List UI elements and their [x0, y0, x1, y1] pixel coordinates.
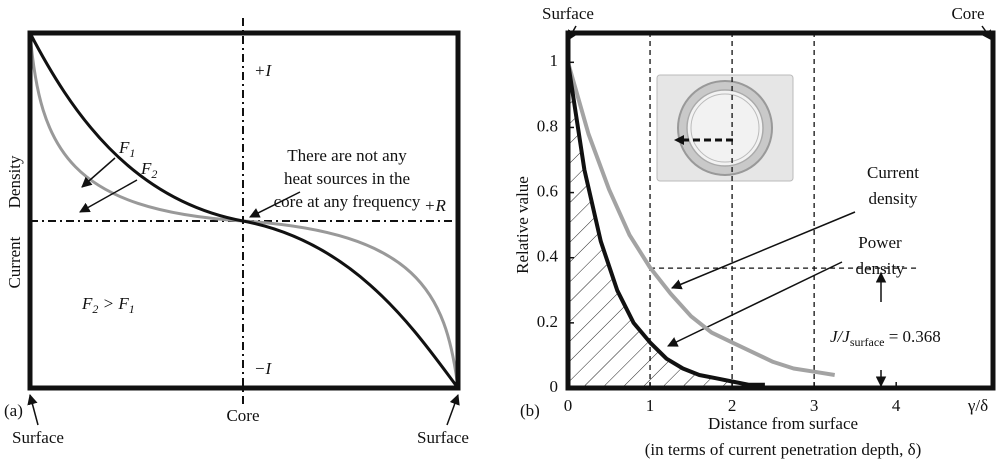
- label: F: [118, 138, 130, 157]
- x-tick-label: 3: [810, 396, 819, 415]
- top-label: +I: [254, 61, 272, 80]
- y-label: Current Density: [5, 155, 24, 289]
- arrow: [81, 157, 116, 188]
- y-tick-label: 0: [550, 377, 559, 396]
- arrow: [249, 191, 301, 218]
- x-label: Distance from surface: [708, 414, 858, 433]
- series-label: Current density: [867, 163, 919, 208]
- inequality: F2 > F1: [81, 294, 135, 316]
- top-text: Core: [951, 4, 984, 23]
- plot: 0 1 2 3 4 0 0.2 0.4 0.6 0.8 1: [537, 33, 920, 415]
- y-tick-label: 0.8: [537, 116, 558, 135]
- y-tick-label: 1: [550, 51, 559, 70]
- top-text: Surface: [542, 4, 594, 23]
- inset-core: [686, 89, 764, 167]
- label: 2: [92, 302, 98, 316]
- bottom-text: Surface: [417, 428, 469, 447]
- hatched-area: [568, 62, 765, 389]
- label-line: Current: [867, 163, 919, 182]
- inset: [656, 74, 794, 182]
- x-tick-label: 0: [564, 396, 573, 415]
- x-tick-label: 4: [892, 396, 901, 415]
- label: F: [140, 159, 152, 178]
- arrow: [79, 179, 138, 213]
- y-label: Relative value: [513, 176, 532, 274]
- f1-label: F1: [118, 138, 135, 160]
- frame: [565, 30, 996, 391]
- label: 2: [151, 167, 157, 181]
- note: heat sources in the: [284, 169, 410, 188]
- x-tick-label: 1: [646, 396, 655, 415]
- arrow: [671, 211, 856, 290]
- x-label: (in terms of current penetration depth, …: [645, 440, 922, 459]
- arrow: [667, 261, 843, 347]
- inset-arrowhead: [674, 135, 684, 145]
- label-line: Power: [858, 233, 902, 252]
- x-tick-label: 2: [728, 396, 737, 415]
- f2-label: F2: [140, 159, 157, 181]
- panel-a: F1 F2 F2 > F1 +I −I +R There are not any…: [4, 18, 469, 447]
- label: = 0.368: [884, 327, 940, 346]
- y-tick-label: 0.6: [537, 181, 558, 200]
- bottom-text: Surface: [12, 428, 64, 447]
- panel-label: (b): [520, 401, 540, 420]
- inset-core: [690, 93, 760, 163]
- note: There are not any: [287, 146, 407, 165]
- label: F: [81, 294, 93, 313]
- label: 1: [129, 146, 135, 160]
- reference-label: J/Jsurface = 0.368: [830, 327, 941, 349]
- y-tick-label: 0.2: [537, 312, 558, 331]
- arrow: [446, 394, 460, 426]
- label-line: density: [868, 189, 918, 208]
- y-tick-label: 0.4: [537, 247, 559, 266]
- bottom-text: Core: [226, 406, 259, 425]
- note: core at any frequency: [274, 192, 421, 211]
- series-label: Power density: [855, 233, 905, 278]
- label: > F: [98, 294, 129, 313]
- bottom-label: −I: [254, 359, 272, 378]
- series-line: [566, 61, 836, 377]
- frame: [27, 30, 461, 391]
- label-line: density: [855, 259, 905, 278]
- label: J/J: [830, 327, 851, 346]
- f1-curve: [28, 32, 460, 389]
- arrow: [27, 393, 39, 426]
- series-line: [566, 61, 765, 387]
- panel-label: (a): [4, 401, 23, 420]
- panel-b: Surface Core (b) Relative value Distance…: [513, 4, 993, 459]
- label: 1: [129, 302, 135, 316]
- x-end-label: γ/δ: [967, 396, 988, 415]
- right-label: +R: [424, 196, 446, 215]
- label: surface: [850, 335, 885, 349]
